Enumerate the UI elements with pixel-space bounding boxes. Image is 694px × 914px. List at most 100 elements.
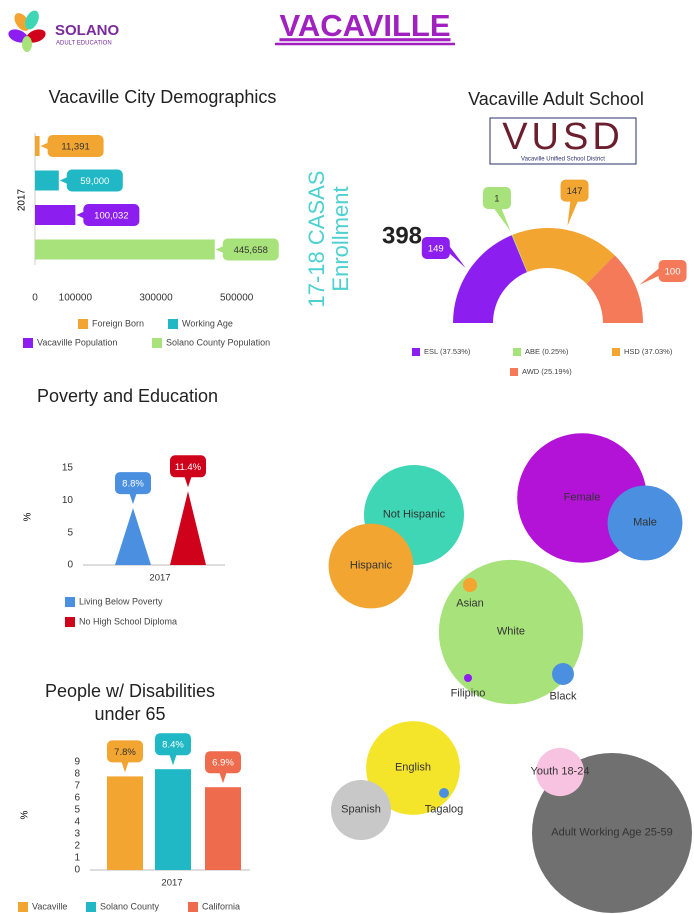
value-label: 149: [428, 243, 444, 254]
logo-subtitle: Vacaville Unified School District: [521, 157, 605, 163]
y-tick-label: 5: [74, 805, 80, 816]
bar: [35, 136, 40, 156]
value-label: 445,658: [234, 245, 268, 256]
bubble-label: Female: [563, 491, 601, 504]
callout-box: [421, 236, 450, 259]
logo-text: VUSD: [502, 116, 624, 158]
callout-box: [115, 472, 151, 495]
bubble-label: Black: [549, 690, 577, 703]
legend-swatch: [510, 368, 518, 376]
callout-pointer: [40, 142, 50, 150]
y-tick-label: 0: [67, 560, 73, 571]
chart-title: Vacaville Adult School: [468, 89, 644, 109]
pie-slice: [453, 235, 528, 323]
value-label: 7.8%: [114, 747, 136, 758]
legend-label: HSD (37.03%): [624, 347, 673, 356]
logo-mark: [8, 10, 46, 52]
bar: [35, 239, 215, 260]
x-category-label: 2017: [161, 878, 182, 889]
x-tick-label: 0: [32, 293, 38, 304]
bubble-label: Tagalog: [424, 803, 464, 816]
pie-slice: [586, 255, 643, 323]
callout-pointer: [447, 243, 466, 268]
callout-pointer: [169, 753, 177, 766]
bubble-label: Hispanic: [349, 559, 393, 572]
y-tick-label: 15: [62, 463, 74, 474]
y-category-label: 2017: [17, 188, 28, 211]
callout-box: [155, 733, 191, 756]
y-tick-label: 6: [74, 793, 80, 804]
y-tick-label: 7: [74, 781, 80, 792]
bubble-label: Adult Working Age 25-59: [551, 826, 673, 839]
callout-pointer: [129, 492, 137, 505]
y-tick-label: 2: [74, 841, 80, 852]
bubble: [535, 747, 585, 797]
callout-pointer: [492, 207, 511, 232]
pie-slice: [512, 228, 615, 284]
callout-box: [222, 238, 279, 261]
bubble: [331, 780, 391, 840]
x-tick-label: 300000: [139, 293, 173, 304]
callout-box: [482, 187, 511, 210]
value-label: 8.8%: [122, 479, 144, 490]
bubble: [328, 523, 414, 609]
callout-pointer: [219, 771, 227, 784]
legend-label: Working Age: [182, 318, 233, 328]
legend-swatch: [168, 319, 178, 329]
y-tick-label: 10: [62, 495, 74, 506]
y-tick-label: 1: [74, 853, 80, 864]
bubble-label: Spanish: [341, 803, 381, 816]
bubble: [464, 674, 472, 682]
x-tick-label: 500000: [220, 293, 254, 304]
bubble-label: Filipino: [450, 687, 486, 700]
logo-sub: ADULT EDUCATION: [56, 41, 112, 47]
chart-title: Vacaville City Demographics: [48, 87, 277, 107]
bubble: [462, 577, 478, 593]
legend-label: Foreign Born: [92, 318, 144, 328]
callout-box: [107, 740, 143, 763]
callout-pointer: [76, 211, 86, 219]
legend-swatch: [65, 597, 75, 607]
bar: [35, 170, 59, 191]
legend-swatch: [18, 902, 28, 912]
bubble-label: Male: [633, 516, 657, 529]
chart-title: People w/ Disabilities under 65: [44, 681, 216, 724]
callout-pointer: [639, 266, 661, 285]
bubble: [552, 663, 574, 685]
value-label: 100: [665, 266, 681, 277]
bar: [35, 205, 76, 225]
callout-box: [170, 455, 206, 478]
callout-box: [83, 204, 140, 226]
y-tick-label: 5: [67, 527, 73, 538]
callout-pointer: [215, 245, 225, 254]
legend-swatch: [513, 348, 521, 356]
y-tick-label: 8: [74, 769, 80, 780]
legend-swatch: [86, 902, 96, 912]
value-label: 11.4%: [175, 462, 202, 473]
logo-frame: [489, 117, 637, 165]
x-category-label: 2017: [149, 573, 170, 584]
y-axis-label: %: [23, 512, 34, 521]
bubble: [532, 753, 692, 913]
legend-swatch: [65, 617, 75, 627]
legend-swatch: [152, 338, 162, 348]
legend-label: California: [202, 901, 240, 911]
legend-label: Solano County: [100, 901, 160, 911]
bubble-label: Asian: [456, 597, 484, 610]
bubble-label: Not Hispanic: [382, 508, 446, 521]
page-title: VACAVILLE: [279, 8, 450, 43]
y-axis-label: %: [20, 810, 31, 819]
bar: [107, 776, 143, 870]
bar: [205, 787, 241, 870]
y-tick-label: 4: [74, 817, 80, 828]
bubble-label: English: [394, 761, 432, 774]
bubble: [366, 721, 460, 815]
callout-pointer: [567, 199, 579, 226]
value-label: 6.9%: [212, 758, 234, 769]
value-label: 8.4%: [162, 740, 184, 751]
legend-label: ESL (37.53%): [424, 347, 471, 356]
legend-label: AWD (25.19%): [522, 367, 572, 376]
bubble-label: Youth 18-24: [530, 765, 590, 778]
legend-label: Vacaville Population: [37, 337, 117, 347]
